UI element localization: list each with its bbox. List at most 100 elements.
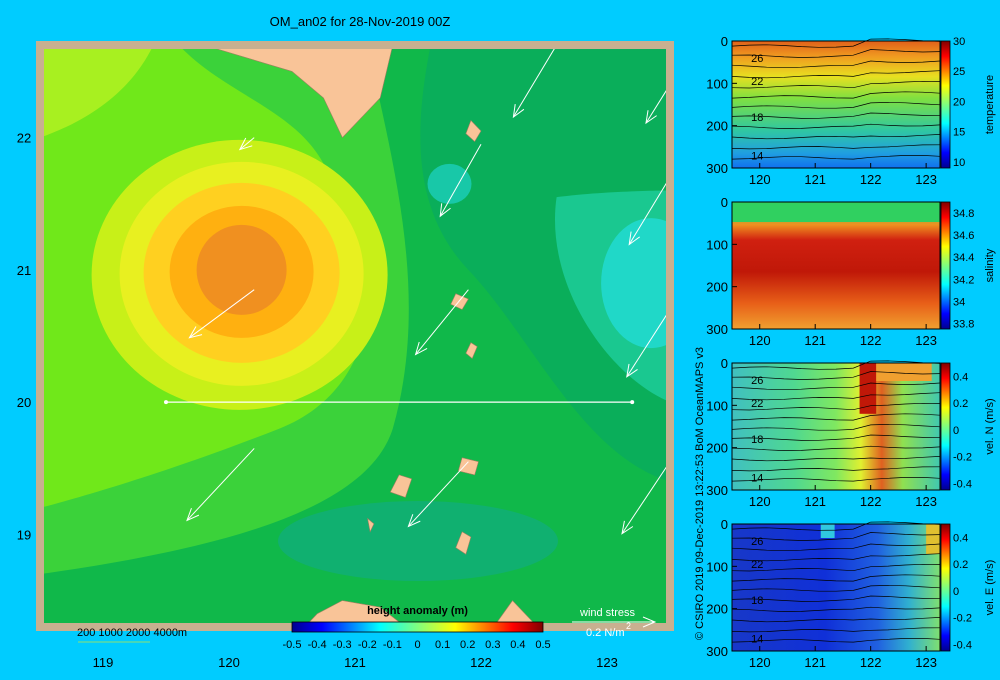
wind-vector-4 bbox=[628, 177, 670, 246]
wind-vector-2 bbox=[238, 137, 255, 151]
colorbar-label: height anomaly (m) bbox=[367, 605, 468, 617]
panel-xtick-0: 120 bbox=[749, 333, 771, 348]
map-field bbox=[40, 45, 670, 627]
isotherm-1 bbox=[731, 49, 941, 58]
section-line-start bbox=[164, 400, 168, 405]
isotherm-11 bbox=[731, 638, 941, 643]
isotherm-6 bbox=[731, 585, 941, 592]
isotherm-11 bbox=[731, 477, 941, 482]
land-7 bbox=[389, 474, 413, 498]
isotherm-3 bbox=[731, 70, 941, 79]
panel-ytick-2: 200 bbox=[706, 441, 728, 456]
map-xtick-4: 123 bbox=[596, 655, 618, 670]
panel-ytick-3: 300 bbox=[706, 161, 728, 176]
panel-field bbox=[732, 41, 940, 168]
isotherm-5 bbox=[731, 91, 941, 99]
height-anomaly-map bbox=[36, 41, 674, 631]
isotherm-0 bbox=[731, 521, 941, 531]
land-8 bbox=[455, 531, 472, 555]
colorbar-tick-10: 0.5 bbox=[535, 639, 550, 651]
panel-ytick-3: 300 bbox=[706, 644, 728, 659]
panel-ytick-0: 0 bbox=[721, 517, 728, 532]
height-anomaly-colorbar: height anomaly (m) -0.5 -0.4 -0.3 -0.2 -0.1 0 0… bbox=[283, 605, 551, 651]
land-5 bbox=[465, 342, 478, 359]
map-xtick-0: 119 bbox=[93, 655, 114, 670]
colorbar-tick-6: 0.1 bbox=[435, 639, 450, 651]
field-south-low bbox=[278, 501, 558, 582]
panel-xtick-1: 121 bbox=[804, 494, 826, 509]
isotherm-1 bbox=[731, 532, 941, 541]
colorbar-bar bbox=[291, 621, 544, 633]
isotherm-3 bbox=[731, 553, 941, 562]
panel-xtick-0: 120 bbox=[749, 172, 771, 187]
land-0 bbox=[203, 45, 394, 139]
panel-colorbar-tick-3: 0.2 bbox=[953, 559, 968, 571]
panel-xtick-2: 122 bbox=[860, 333, 882, 348]
panel-colorbar-tick-1: 15 bbox=[953, 127, 965, 139]
map-ytick-2: 21 bbox=[17, 263, 31, 278]
section-line-end bbox=[630, 400, 635, 405]
panel-colorbar-label: vel. E (m/s) bbox=[984, 560, 996, 616]
panel-surface-layer bbox=[732, 202, 940, 222]
panel-colorbar-tick-2: 20 bbox=[953, 96, 965, 108]
isotherm-2 bbox=[731, 543, 941, 552]
section-panel-1: 26 22 18 14 120 121 122 123 0 100 200 300 10 15 20 25 30… bbox=[706, 34, 996, 187]
map-ytick-0: 19 bbox=[17, 527, 31, 542]
isotherm-8 bbox=[731, 606, 941, 612]
panel-xtick-3: 123 bbox=[915, 494, 937, 509]
colorbar-tick-2: -0.3 bbox=[333, 639, 352, 651]
panel-ytick-3: 300 bbox=[706, 483, 728, 498]
isotherm-6 bbox=[731, 424, 941, 431]
wind-vector-10 bbox=[621, 461, 670, 535]
panel-field bbox=[732, 363, 940, 490]
panel-colorbar-tick-4: 0.4 bbox=[953, 371, 968, 383]
panel-colorbar bbox=[940, 40, 951, 169]
wind-stress-exponent: 2 bbox=[626, 621, 631, 631]
wind-vector-6 bbox=[414, 289, 469, 356]
isotherm-7 bbox=[731, 595, 941, 602]
section-panel-2: 120 121 122 123 0 100 200 300 33.8 34 34.2 34.4 34.6… bbox=[706, 195, 996, 348]
contour-label-1: 22 bbox=[751, 398, 763, 410]
land-3 bbox=[465, 119, 482, 143]
panel-frame bbox=[731, 201, 941, 330]
field-nw-band bbox=[40, 45, 154, 138]
panel-colorbar-tick-3: 25 bbox=[953, 66, 965, 78]
isotherm-1 bbox=[731, 371, 941, 380]
colorbar-tick-0: -0.5 bbox=[283, 639, 302, 651]
section-panel-3: 26 22 18 14 120 121 122 123 0 100 200 300 -0.4 -0.2 0 0… bbox=[706, 356, 996, 509]
panel-surface-flow bbox=[876, 363, 932, 381]
panel-colorbar-tick-0: 10 bbox=[953, 157, 965, 169]
colorbar-tick-8: 0.3 bbox=[485, 639, 500, 651]
isotherm-7 bbox=[731, 434, 941, 441]
panel-ytick-0: 0 bbox=[721, 195, 728, 210]
panel-field bbox=[732, 524, 940, 651]
panel-ytick-0: 0 bbox=[721, 34, 728, 49]
panel-ytick-2: 200 bbox=[706, 119, 728, 134]
wind-vector-3 bbox=[439, 143, 482, 218]
map-xtick-2: 121 bbox=[344, 655, 366, 670]
field-negative-band bbox=[420, 45, 670, 482]
colorbar-tick-5: 0 bbox=[414, 639, 420, 651]
contour-label-2: 18 bbox=[751, 434, 763, 446]
panel-colorbar bbox=[940, 201, 951, 330]
contour-label-0: 26 bbox=[751, 536, 763, 548]
contour-label-3: 14 bbox=[751, 150, 763, 162]
panel-frame bbox=[731, 362, 941, 491]
panel-ytick-1: 100 bbox=[706, 76, 728, 91]
panel-colorbar-tick-0: -0.4 bbox=[953, 639, 972, 651]
wind-stress-scale: 0.2 N/m bbox=[586, 627, 625, 639]
panel-ytick-0: 0 bbox=[721, 356, 728, 371]
colorbar-tick-7: 0.2 bbox=[460, 639, 475, 651]
panel-ytick-1: 100 bbox=[706, 559, 728, 574]
land-9 bbox=[367, 517, 375, 533]
panel-colorbar-tick-4: 30 bbox=[953, 36, 965, 48]
panel-xtick-1: 121 bbox=[804, 172, 826, 187]
wind-vector-5 bbox=[188, 289, 255, 339]
colorbar-tick-9: 0.4 bbox=[510, 639, 525, 651]
wind-vector-8 bbox=[186, 448, 255, 522]
panel-surface-flow bbox=[820, 524, 835, 538]
panel-colorbar-label: vel. N (m/s) bbox=[984, 398, 996, 454]
section-panel-4: 26 22 18 14 120 121 122 123 0 100 200 300 -0.4 -0.2 0 0… bbox=[706, 517, 996, 670]
